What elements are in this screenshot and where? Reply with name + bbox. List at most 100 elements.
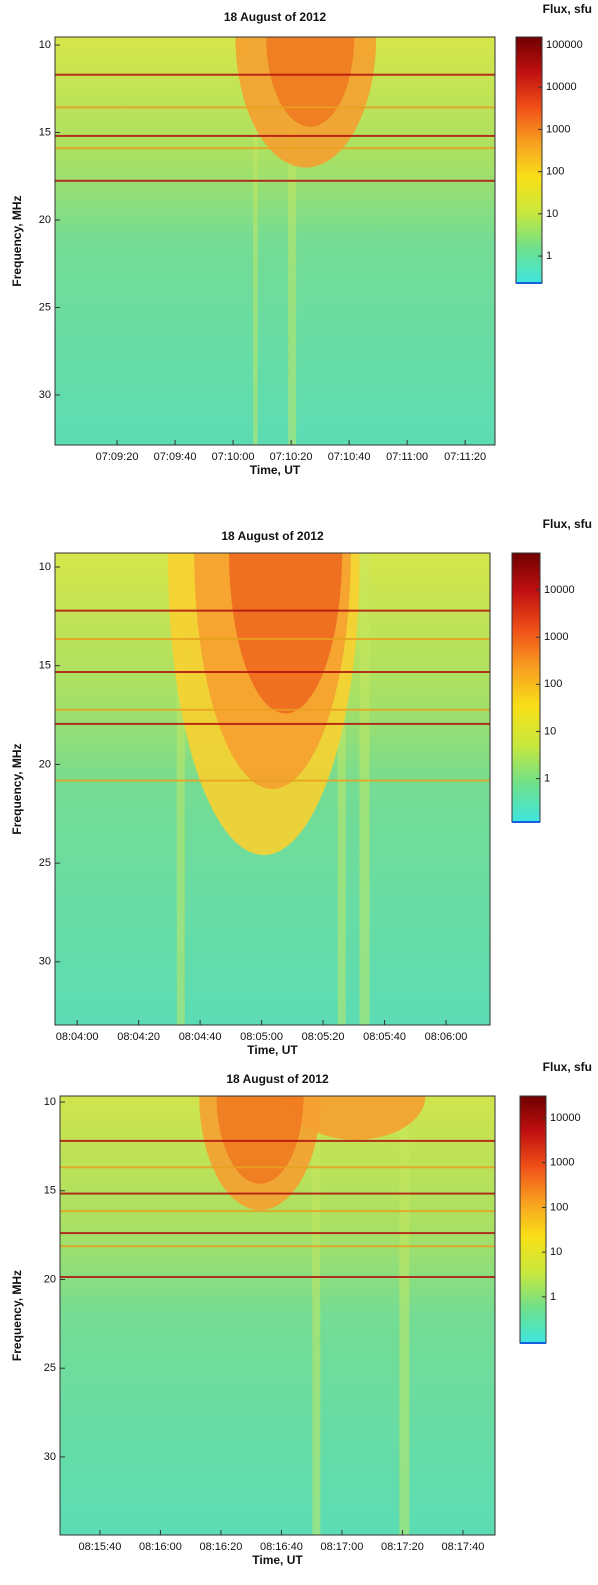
y-tick-label: 25 xyxy=(39,857,51,869)
x-tick-label: 07:09:20 xyxy=(96,451,139,463)
interference-line xyxy=(60,1232,495,1235)
y-tick-label: 10 xyxy=(44,1096,56,1108)
interference-line xyxy=(55,722,490,725)
y-axis-label: Frequency, MHz xyxy=(10,1270,24,1361)
chart-title: 18 August of 2012 xyxy=(221,529,324,543)
spectrogram-streak xyxy=(399,1096,410,1535)
x-tick-label: 08:06:00 xyxy=(425,1031,468,1043)
spectrogram xyxy=(55,37,495,445)
colorbar xyxy=(515,36,543,284)
colorbar-label: Flux, sfu xyxy=(543,1060,592,1074)
y-tick-label: 15 xyxy=(39,660,51,672)
y-axis-label: Frequency, MHz xyxy=(10,195,24,286)
spectrogram-streak xyxy=(359,553,370,1025)
chart-panel: 10 15 20 25 30 07:09:20 07:09:40 07:10:00 07:10:… xyxy=(10,2,592,477)
spectrogram-streak xyxy=(288,37,297,445)
x-tick-label: 08:17:00 xyxy=(321,1541,364,1553)
x-tick-label: 08:04:20 xyxy=(117,1031,160,1043)
x-tick-label: 08:04:40 xyxy=(179,1031,222,1043)
plot-frame xyxy=(54,36,496,446)
burst xyxy=(286,1096,426,1140)
x-tick-label: 08:04:00 xyxy=(56,1031,99,1043)
interference-line xyxy=(60,1192,495,1195)
interference-line xyxy=(55,73,495,76)
colorbar-label: Flux, sfu xyxy=(543,2,592,16)
x-tick-label: 08:16:40 xyxy=(260,1541,303,1553)
x-tick-label: 07:09:40 xyxy=(154,451,197,463)
spectrogram-streak xyxy=(337,553,346,1025)
y-tick-label: 10 xyxy=(39,561,51,573)
x-tick-label: 08:05:20 xyxy=(302,1031,345,1043)
y-tick-label: 30 xyxy=(39,389,51,401)
interference-line xyxy=(60,1210,495,1213)
y-tick-label: 20 xyxy=(44,1273,56,1285)
x-tick-label: 08:17:20 xyxy=(381,1541,424,1553)
x-axis-label: Time, UT xyxy=(250,463,301,477)
interference-line xyxy=(55,179,495,182)
colorbar-tick-label: 10000 xyxy=(546,81,577,93)
colorbar-tick-label: 10000 xyxy=(544,584,575,596)
colorbar-tick-label: 1 xyxy=(546,250,552,262)
x-tick-label: 07:10:20 xyxy=(270,451,313,463)
spectrogram xyxy=(55,553,490,1025)
burst xyxy=(216,1096,304,1184)
colorbar-tick-label: 100 xyxy=(546,166,564,178)
y-tick-label: 25 xyxy=(44,1362,56,1374)
spectrogram-streak xyxy=(253,37,258,445)
colorbar-tick-label: 100 xyxy=(544,678,562,690)
colorbar xyxy=(511,552,541,823)
colorbar-tick-label: 1 xyxy=(544,772,550,784)
y-tick-label: 10 xyxy=(39,39,51,51)
plot-frame xyxy=(59,1095,496,1536)
colorbar-label: Flux, sfu xyxy=(543,517,592,531)
x-tick-label: 08:16:20 xyxy=(200,1541,243,1553)
colorbar-tick-label: 100000 xyxy=(546,39,583,51)
x-tick-label: 07:10:00 xyxy=(212,451,255,463)
x-tick-label: 08:05:40 xyxy=(363,1031,406,1043)
chart-title: 18 August of 2012 xyxy=(224,10,327,24)
x-axis-label: Time, UT xyxy=(252,1553,303,1567)
burst xyxy=(229,553,343,714)
x-tick-label: 08:16:00 xyxy=(139,1541,182,1553)
x-tick-label: 07:11:20 xyxy=(444,451,486,463)
chart-title: 18 August of 2012 xyxy=(226,1072,329,1086)
spectrogram xyxy=(60,1096,495,1535)
interference-line xyxy=(55,779,490,782)
y-axis-label: Frequency, MHz xyxy=(10,743,24,834)
colorbar-tick-label: 100 xyxy=(550,1201,568,1213)
colorbar-tick-label: 10000 xyxy=(550,1112,581,1124)
colorbar-tick-label: 1000 xyxy=(546,123,570,135)
x-tick-label: 08:05:00 xyxy=(240,1031,283,1043)
y-tick-label: 30 xyxy=(39,956,51,968)
chart-panel: 10 15 20 25 30 08:15:40 08:16:00 08:16:20 08:16:… xyxy=(10,1060,592,1567)
interference-line xyxy=(55,637,490,640)
interference-line xyxy=(60,1245,495,1248)
chart-panel: 10 15 20 25 30 08:04:00 08:04:20 08:04:40 08:05:… xyxy=(10,517,592,1057)
y-tick-label: 15 xyxy=(44,1185,56,1197)
colorbar xyxy=(519,1095,547,1344)
x-axis-label: Time, UT xyxy=(247,1043,298,1057)
y-tick-label: 30 xyxy=(44,1451,56,1463)
interference-line xyxy=(55,671,490,673)
y-tick-label: 20 xyxy=(39,758,51,770)
interference-line xyxy=(55,609,490,612)
interference-line xyxy=(60,1139,495,1142)
spectrogram-streak xyxy=(176,553,185,1025)
colorbar-tick-label: 1000 xyxy=(550,1157,574,1169)
interference-line xyxy=(55,708,490,711)
colorbar-tick-label: 1 xyxy=(550,1291,556,1303)
interference-line xyxy=(55,106,495,109)
x-tick-label: 08:15:40 xyxy=(79,1541,122,1553)
interference-line xyxy=(55,134,495,137)
spectrogram-streak xyxy=(312,1096,321,1535)
plot-frame xyxy=(54,552,491,1026)
burst xyxy=(266,37,355,127)
x-tick-label: 07:11:00 xyxy=(386,451,428,463)
y-tick-label: 25 xyxy=(39,301,51,313)
x-tick-label: 07:10:40 xyxy=(328,451,371,463)
x-tick-label: 08:17:40 xyxy=(442,1541,485,1553)
y-tick-label: 15 xyxy=(39,126,51,138)
